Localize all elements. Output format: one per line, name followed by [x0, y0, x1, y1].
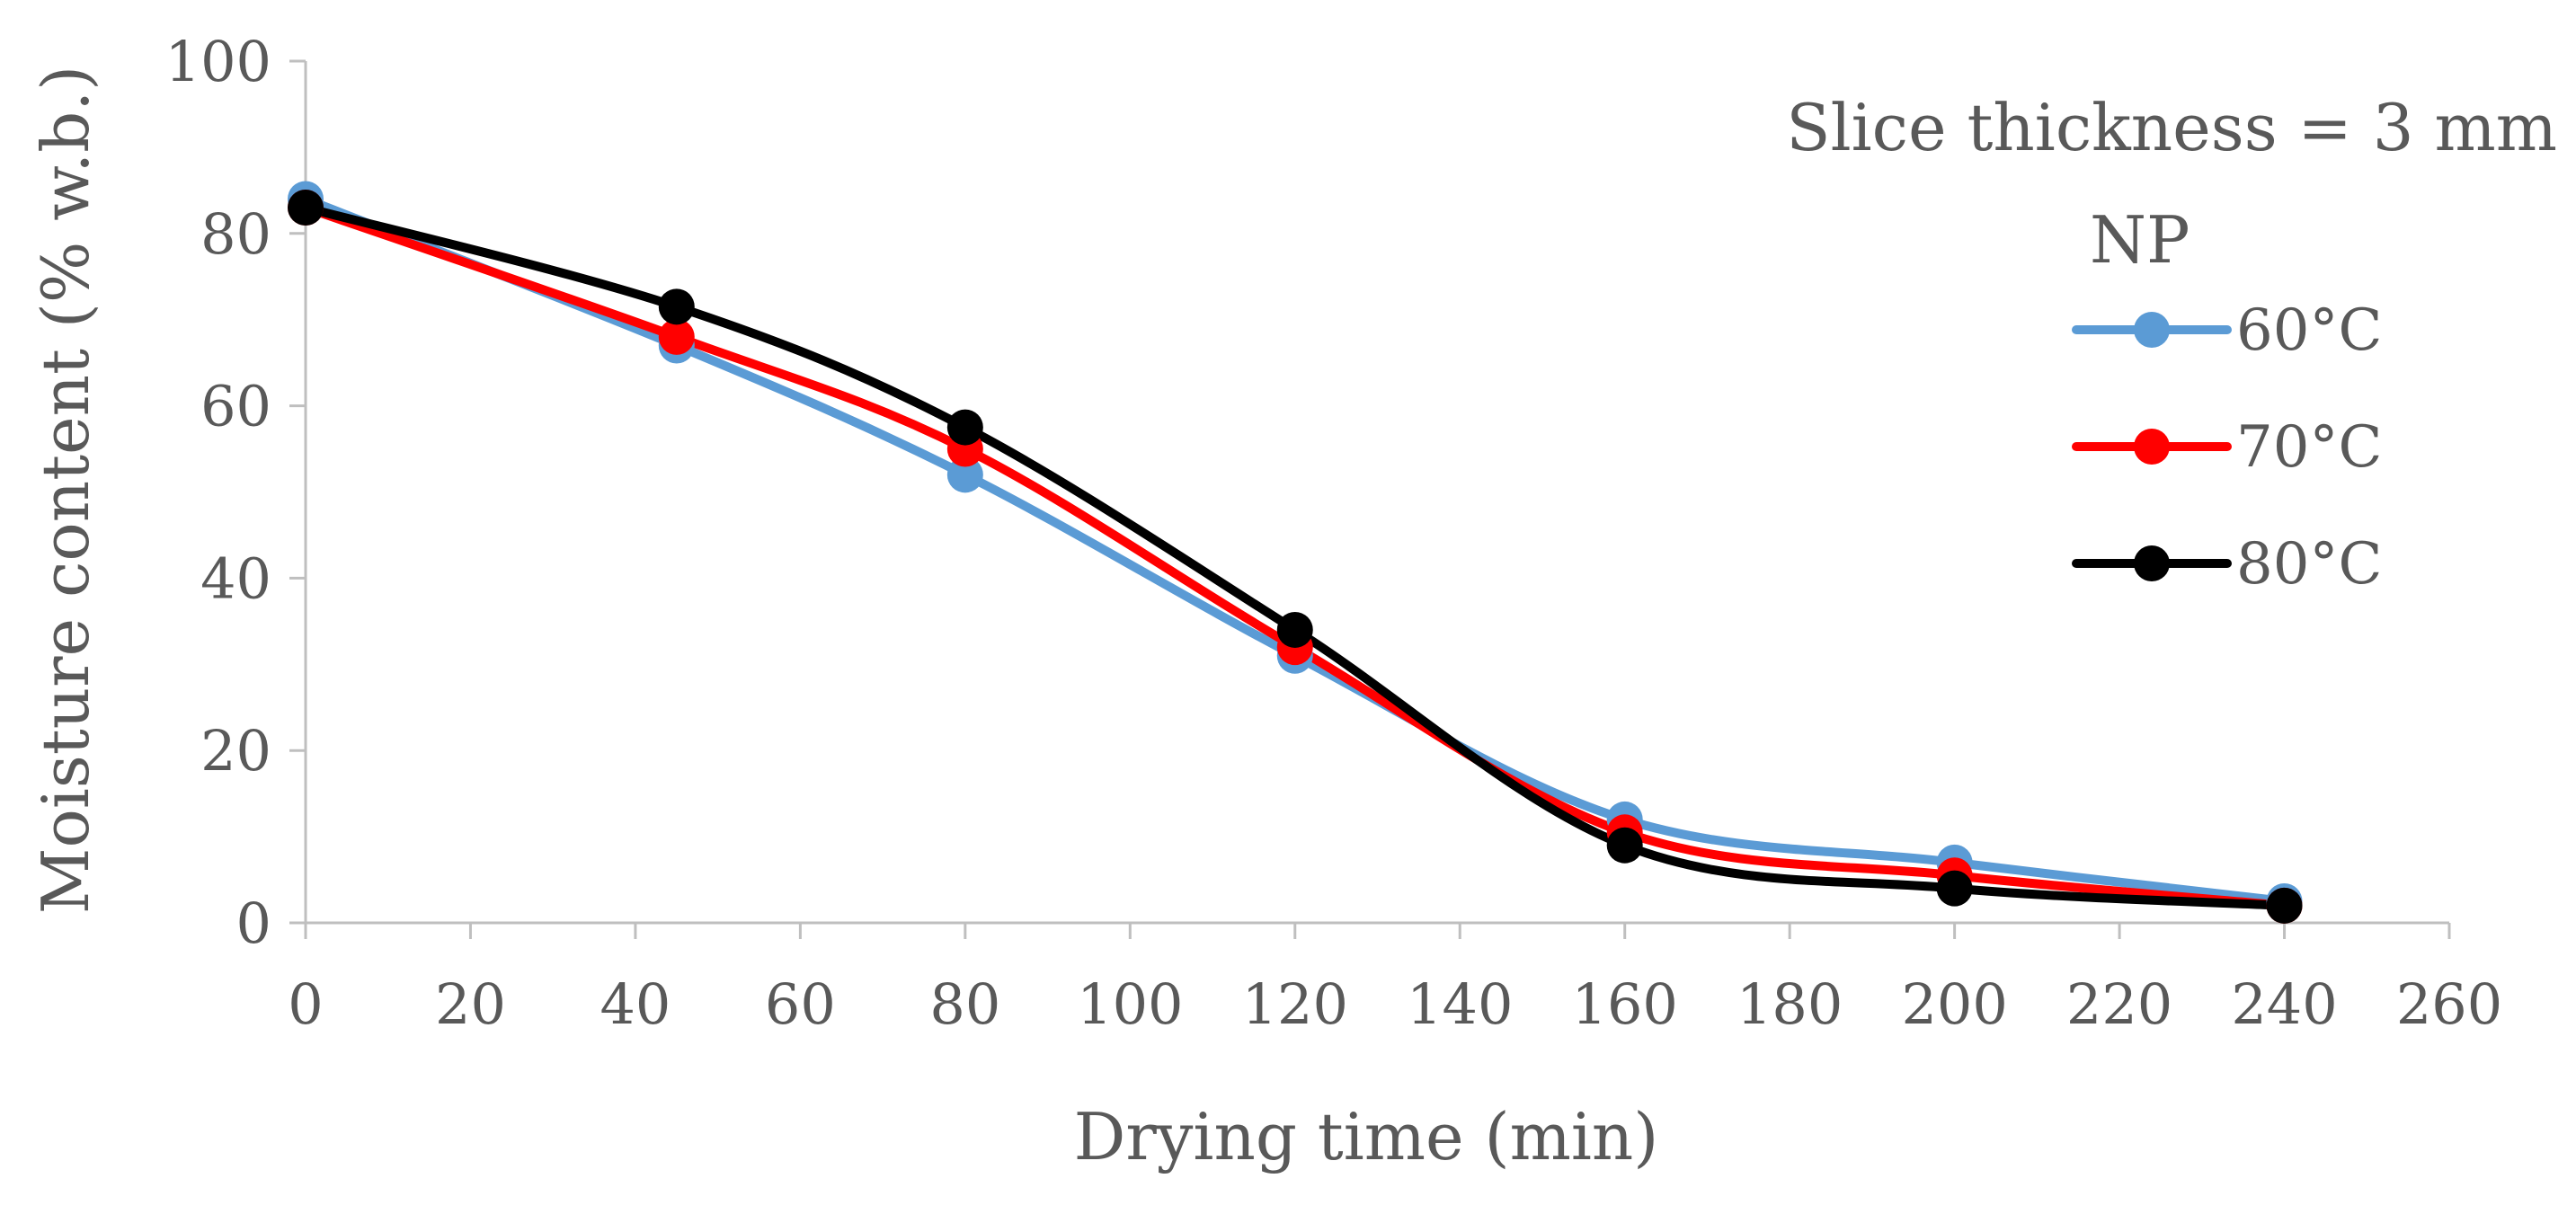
- data-point-80c: [1276, 611, 1313, 648]
- x-ticks: 0 20 40 60 80 100 120 140 160 180 200 220 240 260: [288, 923, 2502, 1037]
- data-point-80c: [2266, 887, 2303, 924]
- data-point-80c: [658, 288, 695, 325]
- axes: [304, 61, 2449, 925]
- x-tick-label: 100: [1077, 971, 1183, 1037]
- data-point-80c: [1936, 870, 1973, 907]
- x-tick-label: 60: [765, 971, 836, 1037]
- series-line-60c: [301, 194, 2289, 907]
- legend: 60°C 70°C 80°C: [2072, 297, 2382, 598]
- legend-label-70c: 70°C: [2236, 414, 2382, 481]
- x-tick-label: 0: [288, 971, 323, 1037]
- y-tick-label: 100: [165, 29, 271, 94]
- x-tick-label: 160: [1572, 971, 1678, 1037]
- y-tick-label: 80: [200, 201, 271, 267]
- x-tick-label: 40: [600, 971, 671, 1037]
- series-points: [288, 181, 2303, 924]
- series-lines: [301, 194, 2289, 910]
- x-tick-label: 140: [1407, 971, 1513, 1037]
- series-line-70c: [301, 203, 2289, 910]
- y-tick-label: 40: [200, 545, 271, 611]
- y-tick-label: 0: [236, 891, 271, 956]
- x-tick-label: 180: [1737, 971, 1843, 1037]
- data-point-80c: [1606, 827, 1643, 864]
- annotation-np: NP: [2090, 202, 2190, 278]
- legend-marker-70c: [2134, 429, 2170, 465]
- x-tick-label: 120: [1242, 971, 1348, 1037]
- legend-marker-60c: [2134, 312, 2170, 348]
- legend-label-60c: 60°C: [2236, 297, 2382, 364]
- y-axis-title: Moisture content (% w.b.): [28, 66, 103, 914]
- annotation-slice-thickness: Slice thickness = 3 mm: [1786, 90, 2557, 165]
- x-tick-label: 220: [2066, 971, 2172, 1037]
- data-point-80c: [946, 409, 983, 446]
- legend-label-80c: 80°C: [2236, 531, 2382, 598]
- y-ticks: 0 20 40 60 80 100: [165, 29, 306, 956]
- legend-marker-80c: [2134, 545, 2170, 581]
- data-point-70c: [658, 318, 695, 355]
- x-tick-label: 240: [2231, 971, 2337, 1037]
- y-tick-label: 60: [200, 374, 271, 439]
- x-tick-label: 200: [1901, 971, 2007, 1037]
- y-tick-label: 20: [200, 718, 271, 784]
- x-axis-title: Drying time (min): [1074, 1099, 1659, 1174]
- x-tick-label: 260: [2396, 971, 2502, 1037]
- data-point-80c: [288, 190, 324, 226]
- x-tick-label: 80: [929, 971, 1000, 1037]
- x-tick-label: 20: [435, 971, 506, 1037]
- data-point-60c: [946, 456, 983, 493]
